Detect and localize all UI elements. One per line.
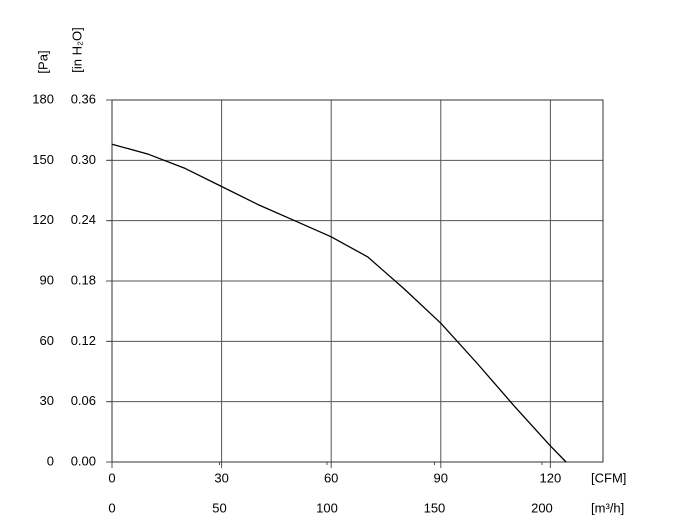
x-tick-label: 60 <box>324 470 338 485</box>
x-tick-label: 120 <box>540 470 562 485</box>
y-tick-label: 150 <box>32 152 54 167</box>
y2-tick-label: 0.18 <box>71 272 96 287</box>
y-tick-label: 90 <box>40 272 54 287</box>
y-tick-label: 0 <box>47 453 54 468</box>
y2-tick-label: 0.06 <box>71 393 96 408</box>
y-tick-label: 120 <box>32 212 54 227</box>
x2-tick-label: 100 <box>316 500 338 515</box>
y-tick-label: 180 <box>32 91 54 106</box>
y2-tick-label: 0.36 <box>71 91 96 106</box>
y2-tick-label: 0.30 <box>71 152 96 167</box>
y2-tick-label: 0.24 <box>71 212 96 227</box>
x2-tick-label: 50 <box>212 500 226 515</box>
x2-tick-label: 150 <box>424 500 446 515</box>
x-tick-label: 30 <box>214 470 228 485</box>
x-tick-label: 90 <box>434 470 448 485</box>
y2-tick-label: 0.00 <box>71 453 96 468</box>
x2-axis-label: [m³/h] <box>591 500 624 515</box>
x-axis-label: [CFM] <box>591 470 626 485</box>
y2-tick-label: 0.12 <box>71 333 96 348</box>
y-tick-label: 30 <box>40 393 54 408</box>
y-axis-label: [Pa] <box>35 50 50 73</box>
y2-axis-label: [in H₂O] <box>69 27 84 73</box>
x2-tick-label: 200 <box>531 500 553 515</box>
plot-frame <box>111 99 604 463</box>
y-tick-label: 60 <box>40 333 54 348</box>
x2-tick-label: 0 <box>108 500 115 515</box>
x-tick-label: 0 <box>108 470 115 485</box>
curve <box>111 143 567 463</box>
